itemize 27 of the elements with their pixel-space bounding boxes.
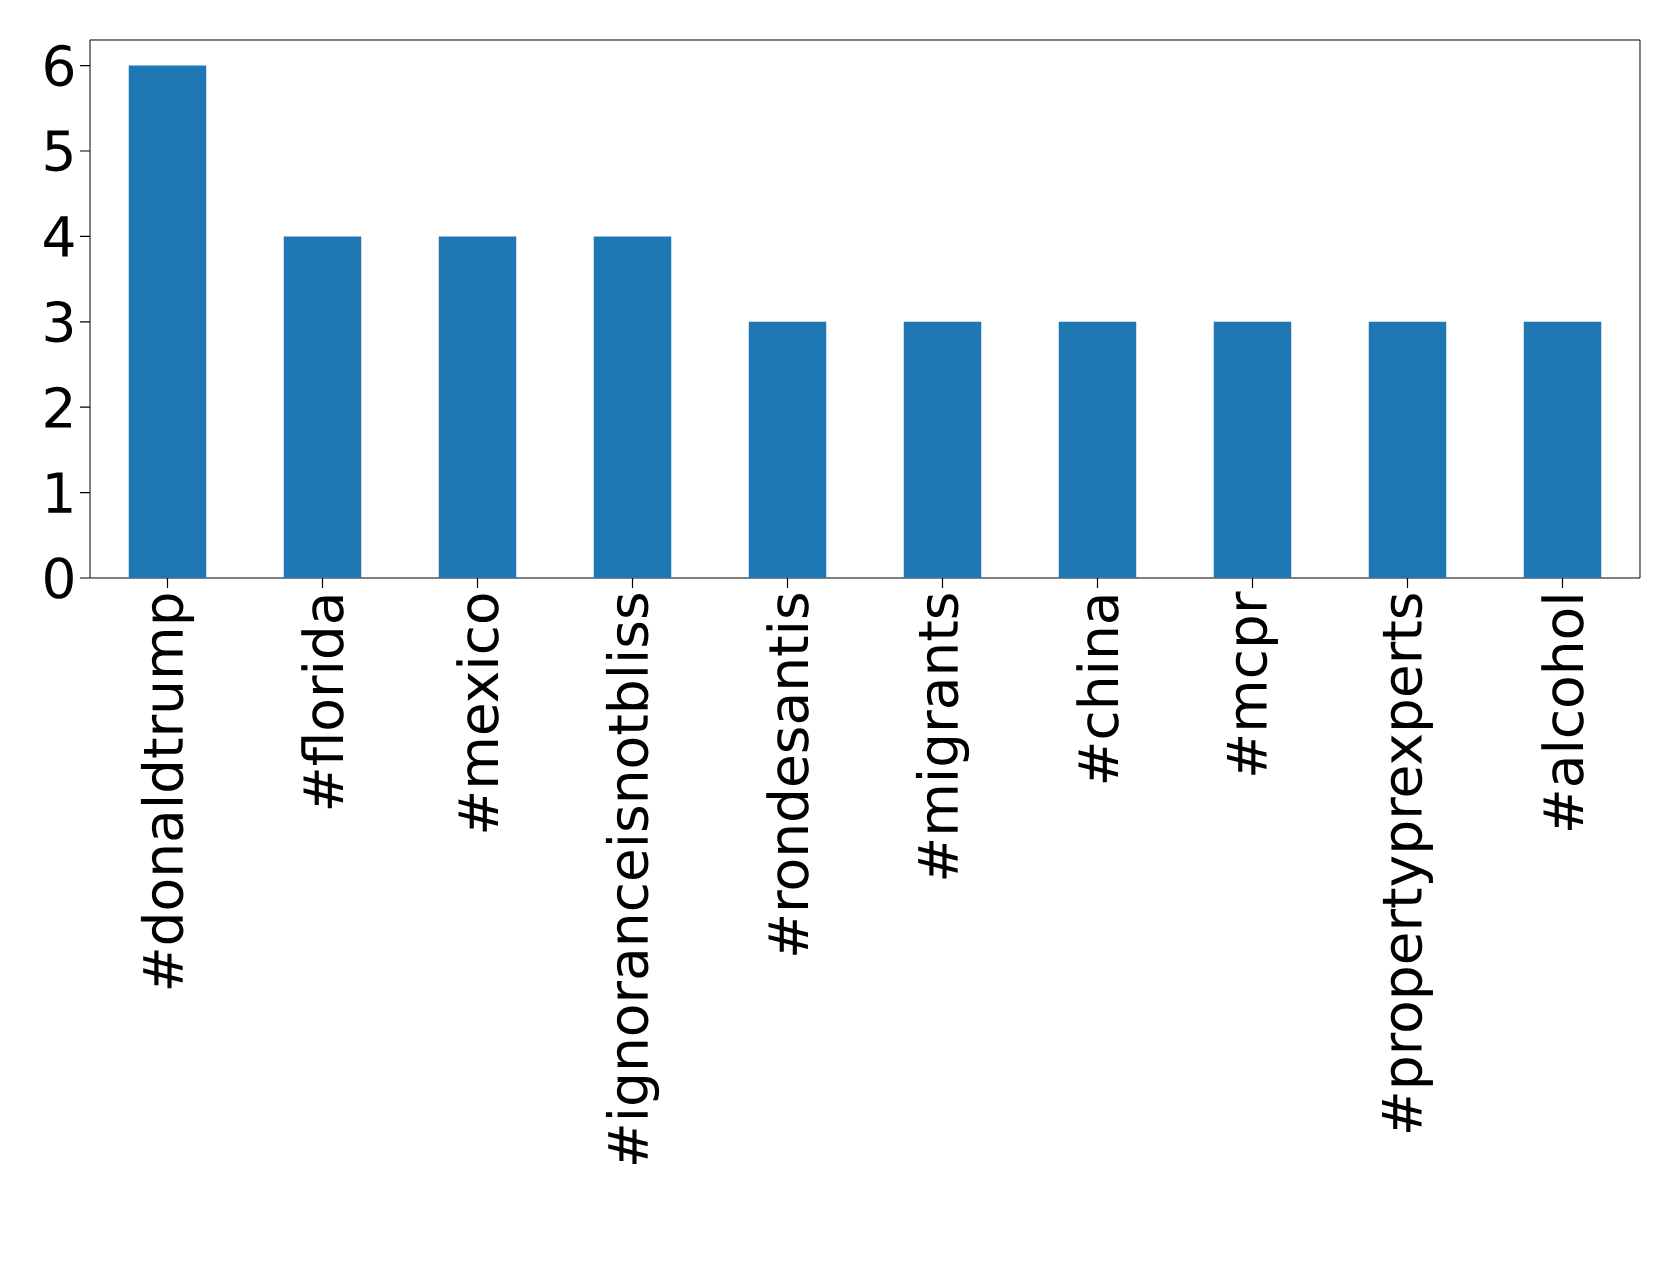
- x-tick-label: #alcohol: [1541, 596, 1584, 831]
- y-tick-label: 1: [47, 472, 72, 513]
- x-tick-label: #rondesantis: [766, 594, 809, 955]
- x-tick-label: #propertyprexperts: [1382, 594, 1433, 1133]
- x-tick-label: #mexico: [456, 594, 499, 832]
- y-tick-label: 5: [45, 130, 72, 172]
- bar: [1368, 321, 1447, 578]
- bar: [593, 236, 672, 578]
- bar: [748, 321, 827, 578]
- y-tick-label: 4: [44, 216, 74, 257]
- x-tick-label: #china: [1076, 596, 1119, 783]
- x-tick-label: #migrants: [915, 594, 970, 879]
- y-tick-label: 6: [45, 44, 74, 87]
- bar: [128, 65, 207, 578]
- y-tick-label: 2: [45, 386, 71, 428]
- x-tick-label: #florida: [301, 596, 344, 809]
- bar: [1523, 321, 1602, 578]
- y-tick-label: 3: [45, 301, 73, 343]
- x-tick-label: #donaldtrump: [140, 594, 195, 989]
- y-tick-label: 0: [45, 557, 73, 599]
- x-tick-label: #mcpr: [1227, 591, 1278, 775]
- bar: [903, 321, 982, 578]
- bar: [283, 236, 362, 578]
- bar: [1213, 321, 1292, 578]
- x-tick-label: #ignoranceisnotbliss: [605, 594, 660, 1165]
- bar: [1058, 321, 1137, 578]
- bar: [438, 236, 517, 578]
